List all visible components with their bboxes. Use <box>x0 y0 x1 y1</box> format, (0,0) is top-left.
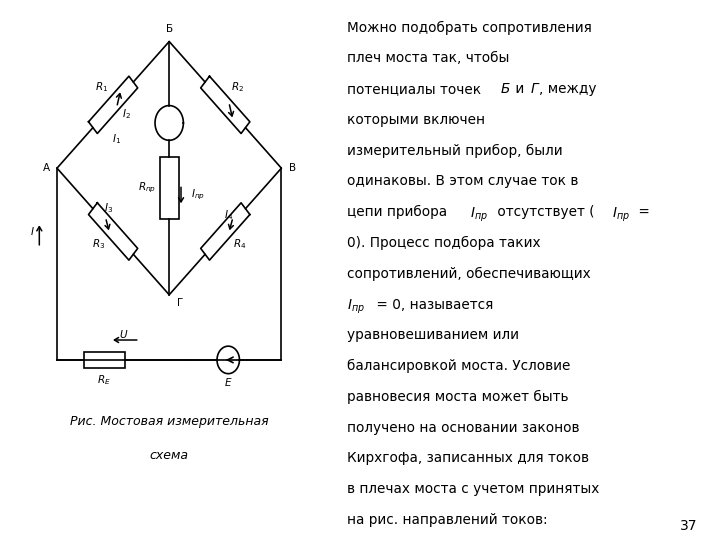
Text: Рис. Мостовая измерительная: Рис. Мостовая измерительная <box>70 415 269 428</box>
Text: на рис. направлений токов:: на рис. направлений токов: <box>347 513 547 527</box>
Bar <box>84 352 125 368</box>
Text: $E$: $E$ <box>224 376 233 388</box>
Text: Б: Б <box>166 24 173 33</box>
Text: $R_E$: $R_E$ <box>97 373 111 387</box>
Text: Г: Г <box>530 82 538 96</box>
Text: 37: 37 <box>680 519 698 534</box>
Text: В: В <box>289 163 296 173</box>
Text: одинаковы. В этом случае ток в: одинаковы. В этом случае ток в <box>347 174 578 188</box>
Text: в плечах моста с учетом принятых: в плечах моста с учетом принятых <box>347 482 599 496</box>
Text: Кирхгофа, записанных для токов: Кирхгофа, записанных для токов <box>347 451 589 465</box>
Text: А: А <box>42 163 50 173</box>
Text: $I$: $I$ <box>30 226 35 238</box>
Text: $R_1$: $R_1$ <box>95 80 108 93</box>
Text: $I_{пр}$: $I_{пр}$ <box>192 188 205 202</box>
Text: которыми включен: которыми включен <box>347 113 485 127</box>
Text: $I_2$: $I_2$ <box>122 107 131 121</box>
Text: $I_{пр}$: $I_{пр}$ <box>612 205 630 224</box>
Text: =: = <box>634 205 650 219</box>
Text: $R_4$: $R_4$ <box>233 237 247 251</box>
Bar <box>160 157 179 219</box>
Text: = 0, называется: = 0, называется <box>372 298 493 312</box>
Text: измерительный прибор, были: измерительный прибор, были <box>347 144 562 158</box>
Text: Г: Г <box>176 299 183 308</box>
Text: $I_4$: $I_4$ <box>224 208 233 222</box>
Text: схема: схема <box>150 449 189 462</box>
Text: цепи прибора: цепи прибора <box>347 205 451 219</box>
Text: $R_2$: $R_2$ <box>230 80 243 93</box>
Text: уравновешиванием или: уравновешиванием или <box>347 328 518 342</box>
Text: и: и <box>511 82 528 96</box>
Text: отсутствует (: отсутствует ( <box>492 205 594 219</box>
Text: Б: Б <box>500 82 510 96</box>
Text: равновесия моста может быть: равновесия моста может быть <box>347 390 568 404</box>
Text: $I_1$: $I_1$ <box>112 132 120 146</box>
Text: $U$: $U$ <box>119 328 128 340</box>
Text: $R_{пр}$: $R_{пр}$ <box>138 181 156 195</box>
Text: плеч моста так, чтобы: плеч моста так, чтобы <box>347 51 509 65</box>
Text: $I_3$: $I_3$ <box>104 201 113 215</box>
Text: $I_{пр}$: $I_{пр}$ <box>470 205 488 224</box>
Text: потенциалы точек: потенциалы точек <box>347 82 485 96</box>
Text: 0). Процесс подбора таких: 0). Процесс подбора таких <box>347 236 541 250</box>
Text: сопротивлений, обеспечивающих: сопротивлений, обеспечивающих <box>347 267 590 281</box>
Text: $I_{пр}$: $I_{пр}$ <box>347 298 364 316</box>
Text: балансировкой моста. Условие: балансировкой моста. Условие <box>347 359 570 373</box>
Text: Можно подобрать сопротивления: Можно подобрать сопротивления <box>347 21 592 35</box>
Text: $R_3$: $R_3$ <box>91 237 105 251</box>
Text: , между: , между <box>539 82 597 96</box>
Text: получено на основании законов: получено на основании законов <box>347 421 580 435</box>
